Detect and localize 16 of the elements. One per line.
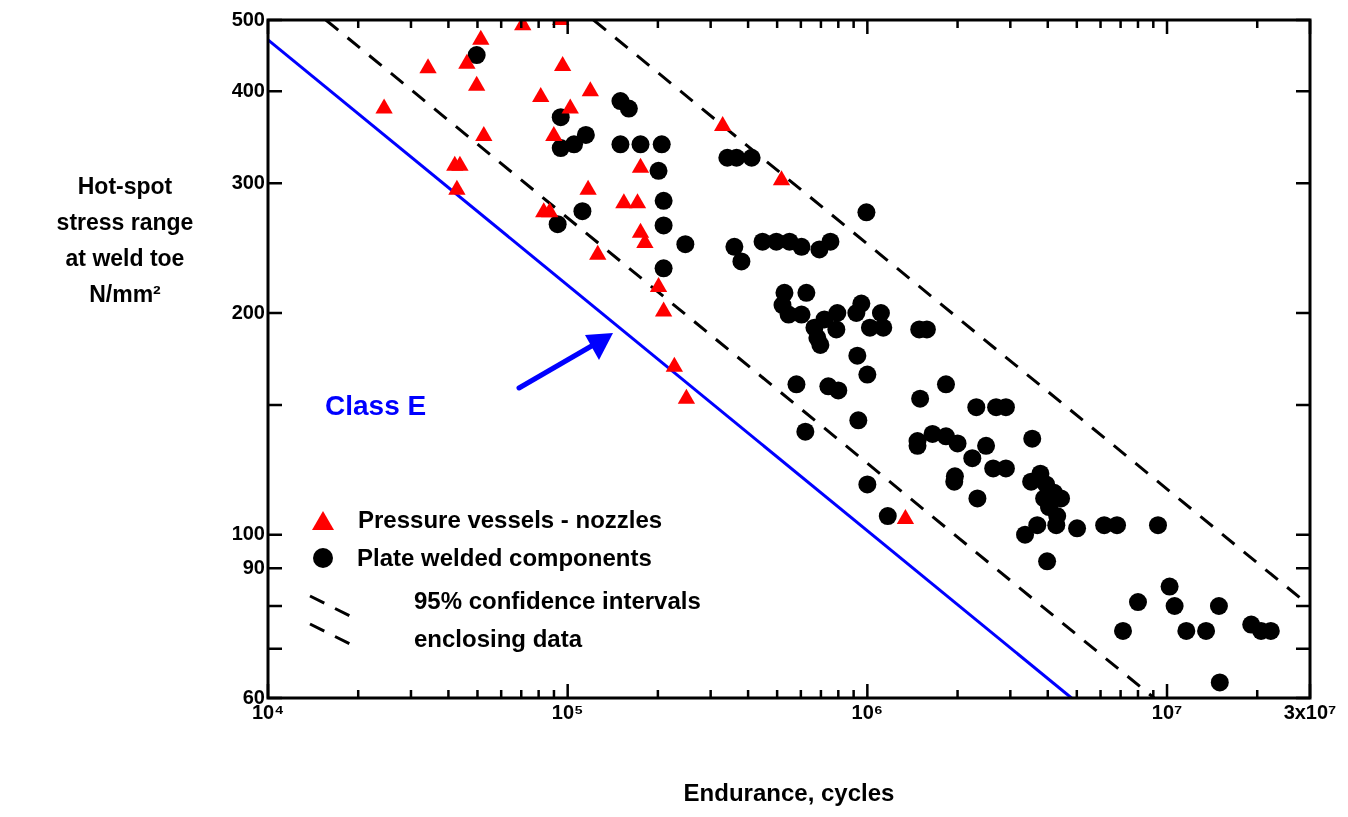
text: Class E	[325, 390, 427, 422]
x-tick-label: 10⁵	[551, 700, 584, 723]
y-tick-label: 200	[231, 300, 265, 323]
legend-label: Plate welded components	[357, 544, 652, 572]
legend-label: Pressure vessels - nozzles	[358, 506, 663, 534]
y-tick-label: 100	[231, 522, 265, 545]
y-tick-label: 300	[231, 170, 265, 193]
x-tick-label: 3x10⁷	[1283, 700, 1337, 723]
y-tick-label: 500	[231, 7, 265, 30]
text: 95% confidence intervals enclosing data	[414, 586, 702, 654]
x-tick-label: 10⁷	[1151, 700, 1183, 723]
y-tick-label: 400	[231, 78, 265, 101]
y-tick-label: 90	[242, 555, 265, 578]
x-tick-label: 10⁶	[851, 700, 884, 723]
y-axis-title: Hot-spot stress range at weld toe N/mm²	[56, 173, 194, 307]
x-axis-title: Endurance, cycles	[683, 779, 895, 807]
